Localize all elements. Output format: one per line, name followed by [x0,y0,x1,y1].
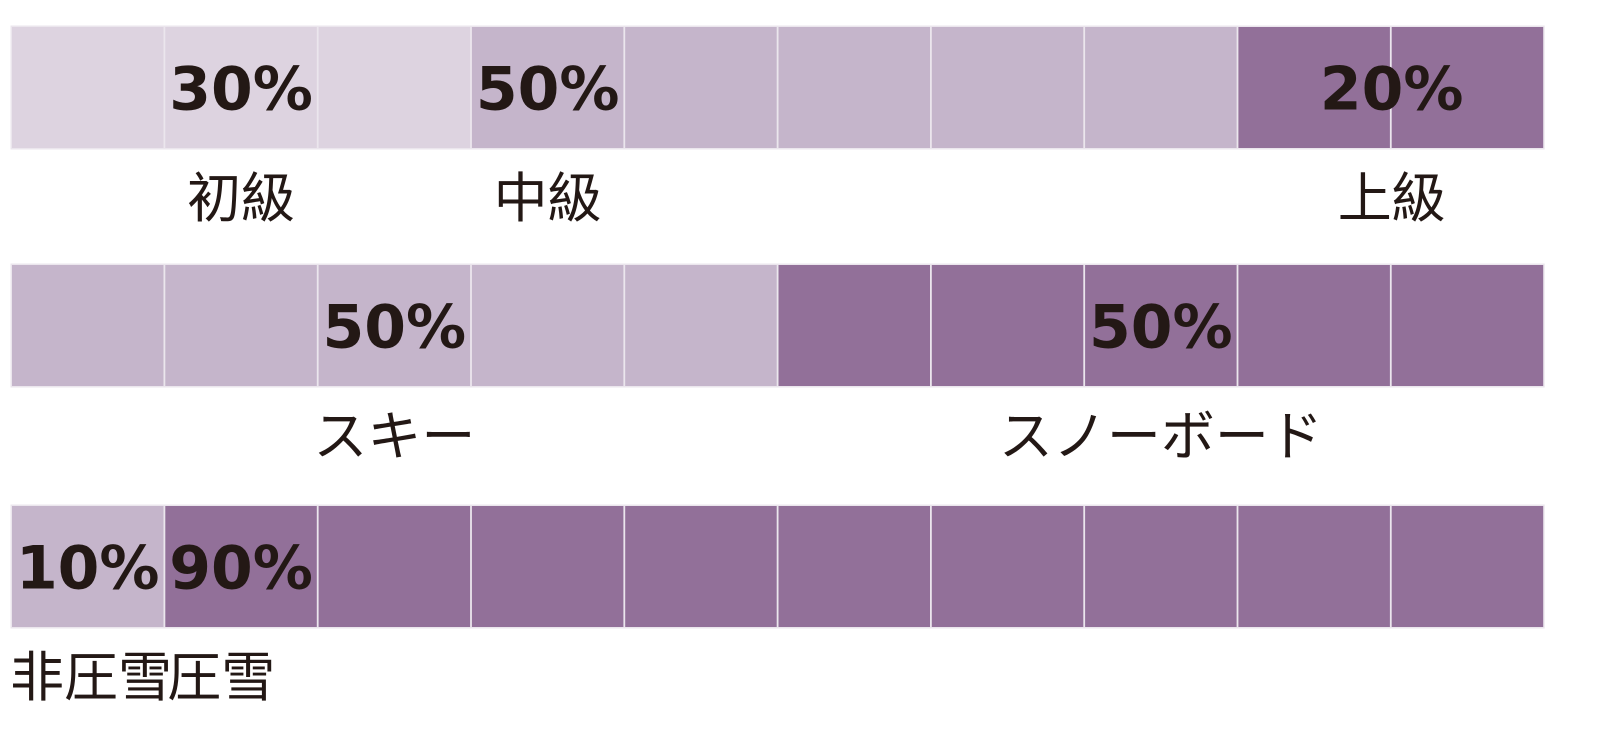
waffle-cell [318,265,471,386]
waffle-cell [931,27,1084,148]
percent-label: 50% [476,55,620,125]
waffle-cell [625,506,777,627]
waffle-cell [165,27,317,148]
percent-label: 10% [16,534,160,604]
waffle-cell [12,506,164,627]
percent-label: 50% [323,293,467,363]
category-label: 非圧雪 [10,646,172,709]
waffle-row-1: 30% 初級 50% 中級 20% 上級 [10,25,1545,230]
percent-label: 90% [169,534,313,604]
waffle-cell [1391,506,1544,627]
waffle-cell [471,506,624,627]
waffle-cell [931,506,1084,627]
waffle-cell [471,265,624,386]
waffle-cell [471,27,624,148]
waffle-row-2: 50% スキー 50% スノーボード [10,263,1545,468]
category-label: 中級 [494,167,602,230]
waffle-cell [625,27,777,148]
waffle-cell [165,506,317,627]
waffle-cell [778,265,930,386]
waffle-cell [1085,265,1237,386]
waffle-cell [931,265,1084,386]
waffle-cell [165,265,317,386]
waffle-row-3: 10% 非圧雪 90% 圧雪 [10,504,1545,709]
waffle-cell [318,27,471,148]
category-label: 上級 [1338,167,1446,230]
waffle-cell [12,265,164,386]
waffle-cell [778,506,930,627]
waffle-cell [1391,265,1544,386]
waffle-cell [625,265,777,386]
category-label: スノーボード [999,405,1323,468]
waffle-cell [1391,27,1544,148]
percent-label: 50% [1089,293,1233,363]
waffle-cell [1238,265,1390,386]
percent-label: 30% [169,55,313,125]
waffle-cell [12,27,164,148]
waffle-cell [778,27,930,148]
category-label: 圧雪 [167,646,275,709]
category-label: 初級 [187,167,295,230]
percent-label: 20% [1320,55,1464,125]
waffle-cell [318,506,471,627]
waffle-cell [1238,506,1390,627]
waffle-cell [1238,27,1390,148]
waffle-cell [1085,27,1237,148]
waffle-cell [1085,506,1237,627]
category-label: スキー [313,405,475,468]
